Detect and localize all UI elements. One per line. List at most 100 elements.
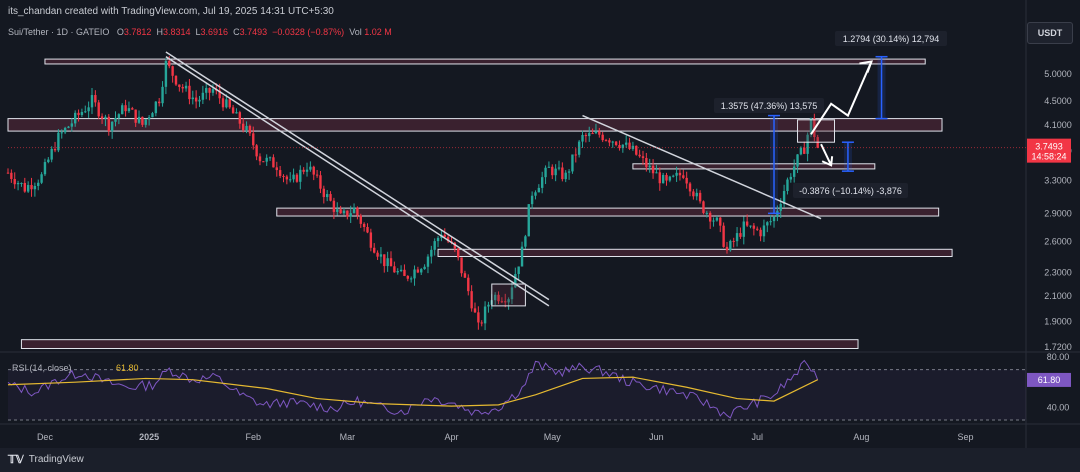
candle-body — [544, 167, 547, 178]
candle-body — [258, 156, 262, 162]
candle-body — [40, 174, 43, 183]
currency-button[interactable]: USDT — [1027, 22, 1073, 44]
candle-body — [376, 252, 379, 257]
price-tick-label: 4.1000 — [1044, 120, 1072, 130]
candle-body — [305, 169, 309, 172]
rsi-value: 61.80 — [116, 363, 139, 373]
symbol-name[interactable]: Sui/Tether · 1D · GATEIO — [8, 27, 110, 37]
candle-body — [433, 241, 436, 250]
candle-body — [648, 165, 651, 168]
candle-body — [369, 232, 373, 248]
volume-label: Vol — [349, 27, 362, 37]
candle-body — [393, 266, 396, 273]
candle-body — [577, 141, 581, 155]
footer-brand: TradingView — [28, 454, 84, 465]
candle-body — [695, 192, 698, 197]
target-up-label-bg — [835, 31, 947, 46]
candle-body — [228, 99, 231, 108]
candle-body — [645, 157, 648, 168]
candle-body — [692, 191, 695, 197]
candle-body — [231, 107, 235, 114]
candle-body — [601, 134, 604, 141]
candle-body — [211, 89, 215, 93]
candle-body — [191, 97, 194, 100]
candle-body — [574, 154, 577, 156]
candle-body — [540, 177, 544, 188]
candle-body — [520, 246, 524, 267]
candle-body — [739, 233, 742, 237]
trendline — [582, 114, 822, 220]
time-tick-label: Jul — [751, 432, 763, 442]
candle-body — [241, 123, 245, 131]
candle-body — [446, 236, 450, 242]
candle-body — [265, 157, 268, 162]
ohlc-low-label: L — [195, 27, 201, 37]
price-tick-label: 2.6000 — [1044, 236, 1072, 246]
candle-body — [729, 240, 732, 251]
candle-body — [796, 154, 799, 167]
range-box — [797, 119, 835, 143]
candle-body — [336, 209, 339, 212]
candle-body — [238, 112, 242, 124]
candle-body — [10, 172, 13, 179]
tradingview-logo[interactable]: 𝕋𝕍 TradingView — [8, 453, 84, 466]
candle-body — [406, 275, 410, 279]
candle-body — [715, 217, 719, 221]
candle-body — [567, 171, 571, 173]
candle-body — [641, 156, 645, 158]
candle-body — [698, 192, 702, 202]
candle-body — [588, 133, 591, 137]
candle-body — [359, 215, 362, 224]
candle-body — [806, 134, 809, 154]
candle-body — [668, 176, 672, 181]
ohlc-high: 3.8314 — [162, 27, 191, 37]
candle-body — [6, 172, 10, 174]
rsi-ma-line — [7, 376, 818, 407]
time-tick-label: Sep — [958, 432, 974, 442]
candle-body — [171, 66, 174, 76]
candle-body — [50, 148, 53, 160]
candle-body — [90, 95, 94, 108]
candle-body — [208, 88, 211, 93]
candle-body — [497, 294, 500, 302]
candle-body — [53, 148, 57, 151]
candle-body — [547, 166, 551, 168]
time-tick-label: Jun — [649, 432, 664, 442]
candle-body — [275, 167, 278, 171]
candle-body — [295, 174, 299, 182]
bar-countdown: 14:58:24 — [1031, 152, 1066, 162]
candle-body — [571, 154, 574, 172]
symbol-legend: Sui/Tether · 1D · GATEIO O3.7812 H3.8314… — [8, 27, 392, 37]
target-down-label: -0.3876 (−10.14%) -3,876 — [799, 186, 902, 196]
candle-body — [416, 269, 420, 273]
candle-body — [285, 176, 289, 180]
candle-body — [110, 121, 114, 132]
candle-body — [487, 304, 490, 307]
candle-body — [621, 144, 625, 149]
trendline — [165, 56, 550, 307]
candle-body — [205, 88, 208, 93]
candle-body — [413, 269, 416, 279]
rsi-tick-label: 80.00 — [1047, 352, 1070, 362]
ohlc-open: 3.7812 — [123, 27, 152, 37]
candle-body — [460, 257, 463, 274]
candle-body — [245, 125, 248, 131]
candle-body — [467, 277, 470, 292]
candle-body — [719, 217, 722, 226]
candle-body — [722, 225, 725, 247]
candle-body — [77, 112, 80, 116]
candle-body — [37, 182, 40, 186]
target-down-label-bg — [793, 183, 908, 198]
candle-body — [114, 117, 117, 122]
ohlc-change: −0.0328 (−0.87%) — [272, 27, 345, 37]
candle-body — [97, 102, 100, 117]
candle-body — [178, 84, 181, 87]
candle-body — [762, 225, 766, 237]
price-chart[interactable]: 5.00004.50004.10003.70003.30002.90002.60… — [0, 0, 1080, 448]
candle-body — [151, 113, 154, 118]
candle-body — [161, 86, 164, 104]
candle-body — [584, 134, 588, 137]
candle-body — [124, 105, 127, 112]
candle-body — [688, 183, 692, 192]
